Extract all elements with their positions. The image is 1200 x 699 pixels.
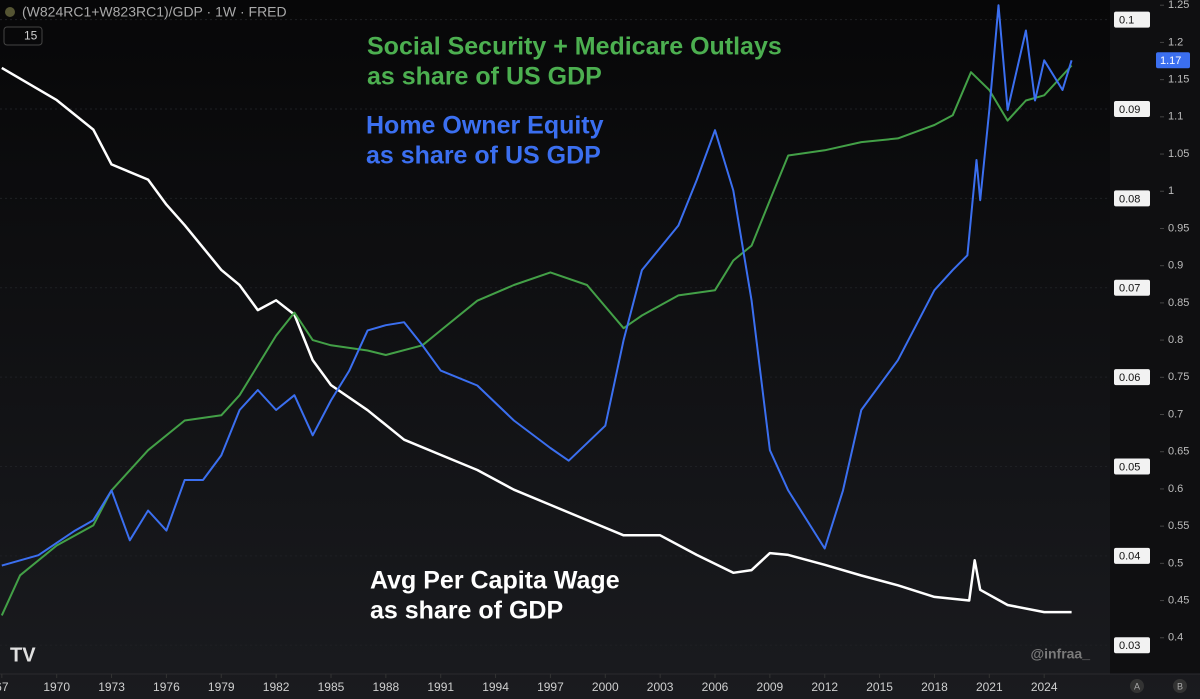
y-tick-label: 0.05 (1119, 461, 1140, 473)
y-tick-box (1114, 369, 1150, 386)
x-tick-label: 1982 (263, 680, 290, 694)
y2-tick-label: 1.2 (1168, 36, 1183, 48)
y-tick-box (1114, 458, 1150, 475)
y-tick-box (1114, 190, 1150, 207)
y-tick-label: 0.04 (1119, 551, 1140, 563)
symbol-text: (W824RC1+W823RC1)/GDP · 1W · FRED (22, 4, 287, 20)
annotation: as share of GDP (370, 597, 563, 625)
annotation: Social Security + Medicare Outlays (367, 33, 782, 61)
y-tick-label: 0.1 (1119, 15, 1134, 27)
watermark: @infraa_ (1030, 646, 1090, 662)
x-tick-label: 2009 (757, 680, 784, 694)
y2-tick-label: 1.05 (1168, 148, 1189, 160)
interval-text[interactable]: 15 (24, 29, 38, 43)
x-tick-label: 1973 (98, 680, 125, 694)
button-label[interactable]: B (1177, 681, 1183, 691)
x-tick-label: 2012 (811, 680, 838, 694)
y2-tick-label: 0.5 (1168, 557, 1183, 569)
y-tick-box (1114, 11, 1150, 28)
y-tick-box (1114, 101, 1150, 118)
y-tick-label: 0.06 (1119, 372, 1140, 384)
annotation: Avg Per Capita Wage (370, 567, 620, 595)
last-value-label: 1.17 (1160, 55, 1181, 67)
x-tick-label: 1970 (43, 680, 70, 694)
y2-tick-label: 0.85 (1168, 297, 1189, 309)
y2-tick-label: 1.1 (1168, 111, 1183, 123)
y-tick-box (1114, 279, 1150, 296)
y2-tick-label: 0.45 (1168, 594, 1189, 606)
y-tick-box (1114, 637, 1150, 654)
annotation: Home Owner Equity (366, 112, 604, 140)
button[interactable] (1130, 679, 1144, 693)
x-tick-label: 2021 (976, 680, 1003, 694)
series-line (0, 64, 1073, 616)
x-tick-label: 2024 (1031, 680, 1058, 694)
series-line (1, 4, 1073, 567)
y2-tick-label: 0.65 (1168, 446, 1189, 458)
x-tick-label: 1994 (482, 680, 509, 694)
annotation: as share of US GDP (367, 63, 602, 91)
x-tick-label: 2003 (647, 680, 674, 694)
y-tick-box (1114, 547, 1150, 564)
x-tick-label: 67 (0, 680, 9, 694)
y2-tick-label: 0.75 (1168, 371, 1189, 383)
y2-tick-label: 1.25 (1168, 0, 1189, 11)
x-tick-label: 1991 (427, 680, 454, 694)
button-label[interactable]: A (1134, 681, 1140, 691)
logo: TV (10, 644, 36, 666)
x-tick-label: 1988 (372, 680, 399, 694)
annotation: as share of US GDP (366, 142, 601, 170)
interval-box[interactable] (3, 26, 43, 46)
symbol-icon (5, 7, 15, 17)
y2-tick-label: 0.55 (1168, 520, 1189, 532)
y-tick-label: 0.08 (1119, 193, 1140, 205)
x-tick-label: 2018 (921, 680, 948, 694)
x-tick-label: 1985 (318, 680, 345, 694)
y2-tick-label: 0.6 (1168, 483, 1183, 495)
y2-tick-label: 0.8 (1168, 334, 1183, 346)
x-tick-label: 2006 (702, 680, 729, 694)
y2-tick-label: 1.15 (1168, 74, 1189, 86)
y2-tick-label: 0.7 (1168, 408, 1183, 420)
y2-tick-label: 0.9 (1168, 260, 1183, 272)
y2-tick-label: 1 (1168, 185, 1174, 197)
x-tick-label: 1979 (208, 680, 235, 694)
last-value-box (1156, 52, 1190, 69)
y2-tick-label: 0.4 (1168, 632, 1183, 644)
y-tick-label: 0.07 (1119, 283, 1140, 295)
button[interactable] (1173, 679, 1187, 693)
x-tick-label: 1976 (153, 680, 180, 694)
x-tick-label: 1997 (537, 680, 564, 694)
x-tick-label: 2015 (866, 680, 893, 694)
y-tick-label: 0.03 (1119, 640, 1140, 652)
y2-tick-label: 0.95 (1168, 222, 1189, 234)
x-tick-label: 2000 (592, 680, 619, 694)
y-tick-label: 0.09 (1119, 104, 1140, 116)
series-line (1, 66, 1072, 614)
